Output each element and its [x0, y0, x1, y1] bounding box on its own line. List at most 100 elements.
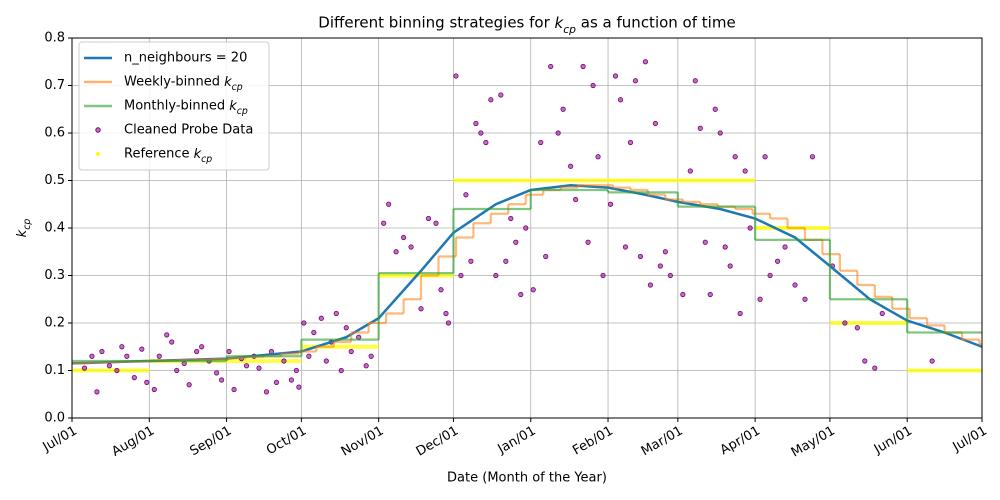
y-tick-label: 0.2	[44, 316, 65, 331]
probe-point	[862, 358, 868, 364]
y-tick-label: 0.5	[44, 173, 65, 188]
chart-title: Different binning strategies for kcp as …	[318, 14, 735, 36]
probe-point	[872, 365, 878, 371]
probe-point	[318, 315, 324, 321]
y-tick-label: 0.6	[44, 126, 65, 141]
probe-point	[538, 139, 544, 146]
y-tick-label: 0.4	[44, 221, 65, 236]
probe-point	[493, 272, 499, 279]
probe-point	[842, 320, 848, 326]
probe-point	[453, 73, 459, 79]
probe-point	[717, 130, 723, 136]
probe-point	[478, 130, 484, 136]
probe-point	[560, 106, 566, 112]
probe-point	[301, 320, 307, 326]
probe-point	[742, 168, 748, 174]
probe-point	[543, 253, 549, 260]
probe-point	[809, 154, 816, 160]
y-tick-label: 0.0	[44, 411, 65, 426]
y-tick-label: 0.3	[44, 268, 65, 283]
y-tick-label: 0.8	[44, 31, 65, 46]
probe-point	[214, 370, 220, 376]
probe-point	[652, 120, 658, 127]
probe-point	[607, 201, 614, 207]
probe-point	[555, 130, 561, 136]
probe-point	[662, 249, 668, 255]
plot	[71, 59, 983, 395]
probe-point	[632, 78, 639, 84]
probe-point	[697, 125, 703, 131]
probe-point	[418, 306, 424, 312]
probe-point	[81, 365, 88, 371]
probe-point	[386, 201, 392, 207]
probe-point	[642, 59, 649, 65]
probe-point	[722, 244, 728, 250]
probe-point	[306, 353, 312, 359]
legend-label: Cleaned Probe Data	[124, 123, 253, 138]
probe-point	[667, 272, 673, 279]
probe-point	[393, 249, 399, 255]
probe-point	[488, 97, 494, 103]
probe-point	[518, 291, 524, 298]
probe-point	[483, 139, 489, 146]
trend-line	[71, 183, 983, 365]
probe-point	[757, 296, 763, 302]
probe-point	[194, 348, 200, 355]
probe-point	[218, 377, 225, 383]
probe-point	[622, 244, 629, 250]
probe-point	[99, 348, 105, 355]
probe-point	[408, 244, 414, 250]
y-tick-label: 0.1	[44, 363, 65, 378]
probe-point	[343, 325, 349, 331]
probe-point	[530, 287, 536, 293]
probe-point	[333, 310, 339, 317]
legend-marker	[95, 127, 101, 133]
probe-point	[513, 239, 519, 245]
probe-point	[273, 379, 280, 385]
probe-point	[323, 358, 329, 364]
probe-point	[433, 220, 439, 226]
probe-point	[802, 296, 808, 302]
probe-point	[296, 384, 302, 390]
probe-point	[929, 358, 935, 364]
probe-point	[647, 282, 654, 288]
probe-point	[580, 63, 586, 70]
probe-point	[288, 377, 294, 383]
probe-point	[231, 386, 237, 393]
probe-point	[737, 310, 743, 317]
probe-point	[637, 253, 644, 260]
probe-point	[680, 291, 686, 298]
probe-point	[573, 196, 579, 203]
legend-label: Monthly-binned kcp	[124, 99, 248, 118]
probe-point	[782, 244, 788, 250]
probe-point	[400, 234, 407, 241]
probe-point	[727, 263, 733, 269]
probe-point	[468, 258, 474, 264]
probe-point	[425, 215, 432, 222]
probe-point	[144, 379, 150, 385]
probe-point	[139, 346, 145, 352]
probe-point	[199, 344, 205, 350]
probe-point	[585, 239, 591, 245]
probe-point	[151, 386, 157, 393]
probe-point	[348, 348, 354, 355]
probe-point	[293, 367, 299, 374]
probe-point	[523, 225, 529, 231]
legend-box	[78, 41, 270, 171]
probe-point	[463, 192, 469, 198]
probe-point	[131, 375, 137, 381]
probe-point	[508, 215, 514, 222]
probe-point	[854, 325, 860, 331]
probe-point	[458, 272, 464, 279]
probe-point	[438, 287, 444, 293]
probe-point	[156, 353, 162, 359]
probe-point	[243, 363, 250, 369]
probe-point	[747, 225, 753, 231]
probe-point	[627, 139, 634, 146]
probe-point	[381, 220, 387, 226]
probe-point	[702, 239, 708, 245]
probe-point	[774, 258, 781, 264]
probe-point	[311, 329, 317, 336]
probe-point	[879, 310, 885, 317]
